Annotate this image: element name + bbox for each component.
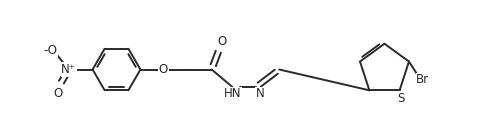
Text: -O: -O bbox=[44, 44, 57, 57]
Text: HN: HN bbox=[224, 87, 241, 100]
Text: Br: Br bbox=[416, 73, 429, 86]
Text: N⁺: N⁺ bbox=[61, 63, 76, 76]
Text: O: O bbox=[217, 34, 227, 48]
Text: O: O bbox=[53, 87, 62, 100]
Text: O: O bbox=[159, 63, 168, 76]
Text: N: N bbox=[256, 87, 265, 100]
Text: S: S bbox=[397, 92, 404, 105]
